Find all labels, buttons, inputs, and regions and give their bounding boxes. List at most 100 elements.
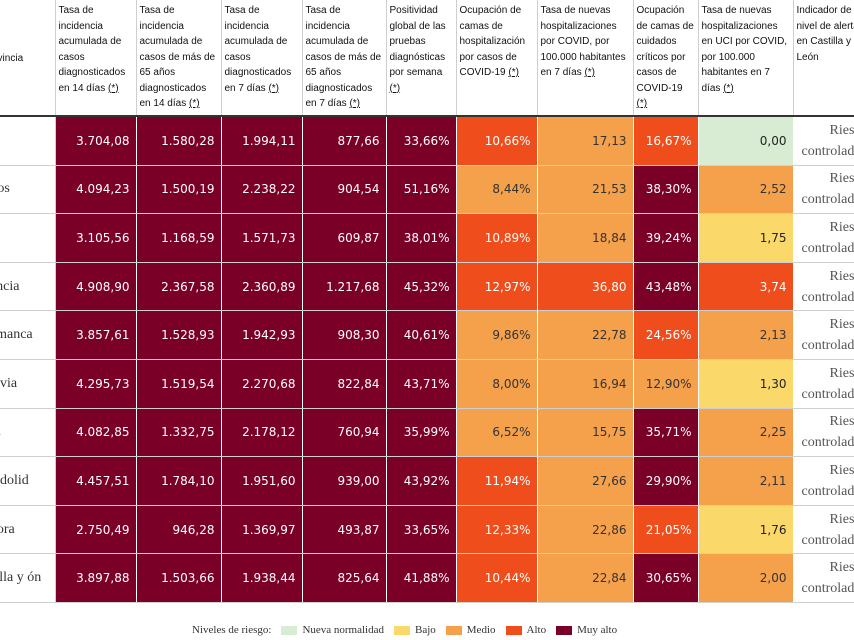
indicator-value-cell: 45,32% (386, 262, 457, 312)
indicator-value-cell: 1.519,54 (136, 359, 222, 409)
table-row: stilla y ón3.897,881.503,661.938,44825,6… (0, 553, 854, 603)
asterisk-link[interactable]: (*) (389, 82, 401, 94)
legend-swatch-muy-alto (556, 625, 573, 635)
asterisk-link[interactable]: (*) (189, 98, 200, 109)
province-cell: stilla y ón (0, 553, 56, 603)
indicator-value-cell: 2,11 (698, 456, 794, 506)
indicator-value-cell: 29,90% (633, 456, 699, 506)
header-incidencia-14d: Tasa de incidencia acumulada de casos di… (55, 0, 137, 117)
indicator-value-cell: 16,94 (537, 359, 634, 409)
legend-swatch-nueva-normalidad (281, 625, 298, 635)
indicator-value-cell: 1.994,11 (221, 116, 303, 166)
table-row: mora2.750,49946,281.369,97493,8733,65%12… (0, 505, 854, 555)
table-row: lencia4.908,902.367,582.360,891.217,6845… (0, 262, 854, 312)
alert-level-cell: Riesgcontrolad (793, 553, 854, 603)
province-cell: lladolid (0, 456, 56, 506)
asterisk-link[interactable]: (*) (584, 67, 595, 78)
indicator-value-cell: 21,53 (537, 165, 634, 215)
indicator-value-cell: 1.942,93 (221, 310, 303, 360)
indicator-value-cell: 760,94 (302, 408, 387, 458)
indicator-value-cell: 15,75 (537, 408, 634, 458)
alert-level-cell: Riesgcontrolad (793, 165, 854, 215)
indicator-value-cell: 4.082,85 (55, 408, 137, 458)
asterisk-link[interactable]: (*) (636, 98, 648, 109)
legend-swatch-alto (505, 625, 522, 635)
header-incidencia-65-14d: Tasa de incidencia acumulada de casos de… (136, 0, 222, 117)
indicator-value-cell: 9,86% (456, 310, 538, 360)
asterisk-link[interactable]: (*) (108, 82, 119, 94)
legend-label: Medio (466, 624, 496, 636)
indicator-value-cell: 2.750,49 (55, 505, 137, 555)
alert-level-cell: Riesgcontrolad (793, 116, 854, 166)
indicator-value-cell: 11,94% (456, 456, 538, 506)
table-row: lamanca3.857,611.528,931.942,93908,3040,… (0, 310, 854, 360)
header-provincia: ovincia (0, 0, 56, 117)
asterisk-link[interactable]: (*) (349, 98, 360, 109)
indicator-value-cell: 18,84 (537, 213, 634, 263)
indicator-value-cell: 4.457,51 (55, 456, 137, 506)
indicator-value-cell: 2.238,22 (221, 165, 303, 215)
indicator-value-cell: 1,76 (698, 505, 794, 555)
indicator-value-cell: 33,65% (386, 505, 457, 555)
indicator-value-cell: 3.897,88 (55, 553, 137, 603)
legend-label: Bajo (415, 624, 436, 636)
indicator-value-cell: 51,16% (386, 165, 457, 215)
indicator-value-cell: 38,01% (386, 213, 457, 263)
province-cell: ila (0, 116, 56, 166)
alert-level-cell: Riesgcontrolad (793, 213, 854, 263)
indicator-value-cell: 1.571,73 (221, 213, 303, 263)
indicator-value-cell: 1.528,93 (136, 310, 222, 360)
table-row: lladolid4.457,511.784,101.951,60939,0043… (0, 456, 854, 506)
indicator-value-cell: 822,84 (302, 359, 387, 409)
indicator-value-cell: 3,74 (698, 262, 794, 312)
province-cell: ria (0, 408, 56, 458)
alert-level-cell: Riesgcontrolad (793, 359, 854, 409)
indicator-value-cell: 33,66% (386, 116, 457, 166)
asterisk-link[interactable]: (*) (268, 82, 279, 94)
indicator-value-cell: 1.580,28 (136, 116, 222, 166)
indicator-value-cell: 10,66% (456, 116, 538, 166)
indicator-value-cell: 6,52% (456, 408, 538, 458)
indicator-value-cell: 2.178,12 (221, 408, 303, 458)
asterisk-link[interactable]: (*) (508, 67, 519, 78)
indicator-value-cell: 8,00% (456, 359, 538, 409)
alert-level-cell: Riesgcontrolad (793, 505, 854, 555)
indicator-value-cell: 10,89% (456, 213, 538, 263)
indicator-value-cell: 21,05% (633, 505, 699, 555)
legend-swatch-bajo (394, 625, 410, 635)
indicator-value-cell: 10,44% (456, 553, 538, 603)
indicator-value-cell: 12,33% (456, 505, 538, 555)
header-incidencia-65-7d: Tasa de incidencia acumulada de casos de… (302, 0, 387, 117)
indicator-value-cell: 4.295,73 (55, 359, 137, 409)
alert-level-cell: Riesgcontrolad (793, 456, 854, 506)
table-row: govia4.295,731.519,542.270,68822,8443,71… (0, 359, 854, 409)
indicator-value-cell: 2,25 (698, 408, 794, 458)
indicator-value-cell: 22,86 (537, 505, 634, 555)
indicator-value-cell: 30,65% (633, 553, 699, 603)
header-positividad: Positividad global de las pruebas diagnó… (386, 0, 457, 117)
indicator-value-cell: 1.332,75 (136, 408, 222, 458)
indicator-value-cell: 35,99% (386, 408, 457, 458)
indicator-value-cell: 1.503,66 (136, 553, 222, 603)
asterisk-link[interactable]: (*) (723, 82, 734, 94)
indicator-value-cell: 908,30 (302, 310, 387, 360)
indicator-value-cell: 1.938,44 (221, 553, 303, 603)
indicator-value-cell: 946,28 (136, 505, 222, 555)
indicator-value-cell: 2,13 (698, 310, 794, 360)
indicator-value-cell: 16,67% (633, 116, 699, 166)
alert-level-cell: Riesgcontrolad (793, 408, 854, 458)
indicator-value-cell: 22,84 (537, 553, 634, 603)
indicator-value-cell: 24,56% (633, 310, 699, 360)
indicator-value-cell: 1.369,97 (221, 505, 303, 555)
indicator-value-cell: 1.500,19 (136, 165, 222, 215)
legend-title: Niveles de riesgo: (192, 624, 272, 636)
indicator-value-cell: 27,66 (537, 456, 634, 506)
indicator-value-cell: 43,92% (386, 456, 457, 506)
header-ocupacion-criticos: Ocupación de camas de cuidados críticos … (633, 0, 699, 117)
indicator-value-cell: 825,64 (302, 553, 387, 603)
indicator-value-cell: 2.367,58 (136, 262, 222, 312)
indicator-value-cell: 1.168,59 (136, 213, 222, 263)
risk-legend: Niveles de riesgo: Nueva normalidad Bajo M… (192, 622, 617, 638)
indicator-value-cell: 1,75 (698, 213, 794, 263)
indicator-value-cell: 17,13 (537, 116, 634, 166)
